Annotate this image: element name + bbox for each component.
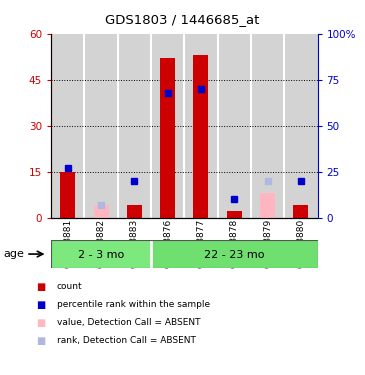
Bar — [93, 205, 108, 218]
Bar — [151, 240, 318, 268]
Text: ■: ■ — [36, 300, 46, 310]
Text: 22 - 23 mo: 22 - 23 mo — [204, 251, 265, 261]
Bar — [218, 34, 251, 218]
Bar — [160, 58, 175, 217]
Bar — [184, 34, 218, 218]
Bar — [51, 240, 151, 268]
Text: ■: ■ — [36, 318, 46, 328]
Bar — [193, 55, 208, 217]
Bar — [293, 205, 308, 218]
Text: age: age — [4, 249, 24, 259]
Text: count: count — [57, 282, 82, 291]
Bar — [227, 211, 242, 217]
Bar — [127, 205, 142, 218]
Text: ■: ■ — [36, 282, 46, 292]
Text: 2 - 3 mo: 2 - 3 mo — [78, 251, 124, 261]
Bar — [251, 34, 284, 218]
Bar — [284, 34, 318, 218]
Bar — [151, 34, 184, 218]
Text: rank, Detection Call = ABSENT: rank, Detection Call = ABSENT — [57, 336, 195, 345]
Text: GDS1803 / 1446685_at: GDS1803 / 1446685_at — [105, 13, 260, 26]
Bar — [118, 34, 151, 218]
Text: percentile rank within the sample: percentile rank within the sample — [57, 300, 210, 309]
Text: value, Detection Call = ABSENT: value, Detection Call = ABSENT — [57, 318, 200, 327]
Bar — [60, 172, 75, 217]
Bar — [260, 193, 275, 217]
Bar — [51, 34, 84, 218]
Bar — [84, 34, 118, 218]
Text: ■: ■ — [36, 336, 46, 346]
